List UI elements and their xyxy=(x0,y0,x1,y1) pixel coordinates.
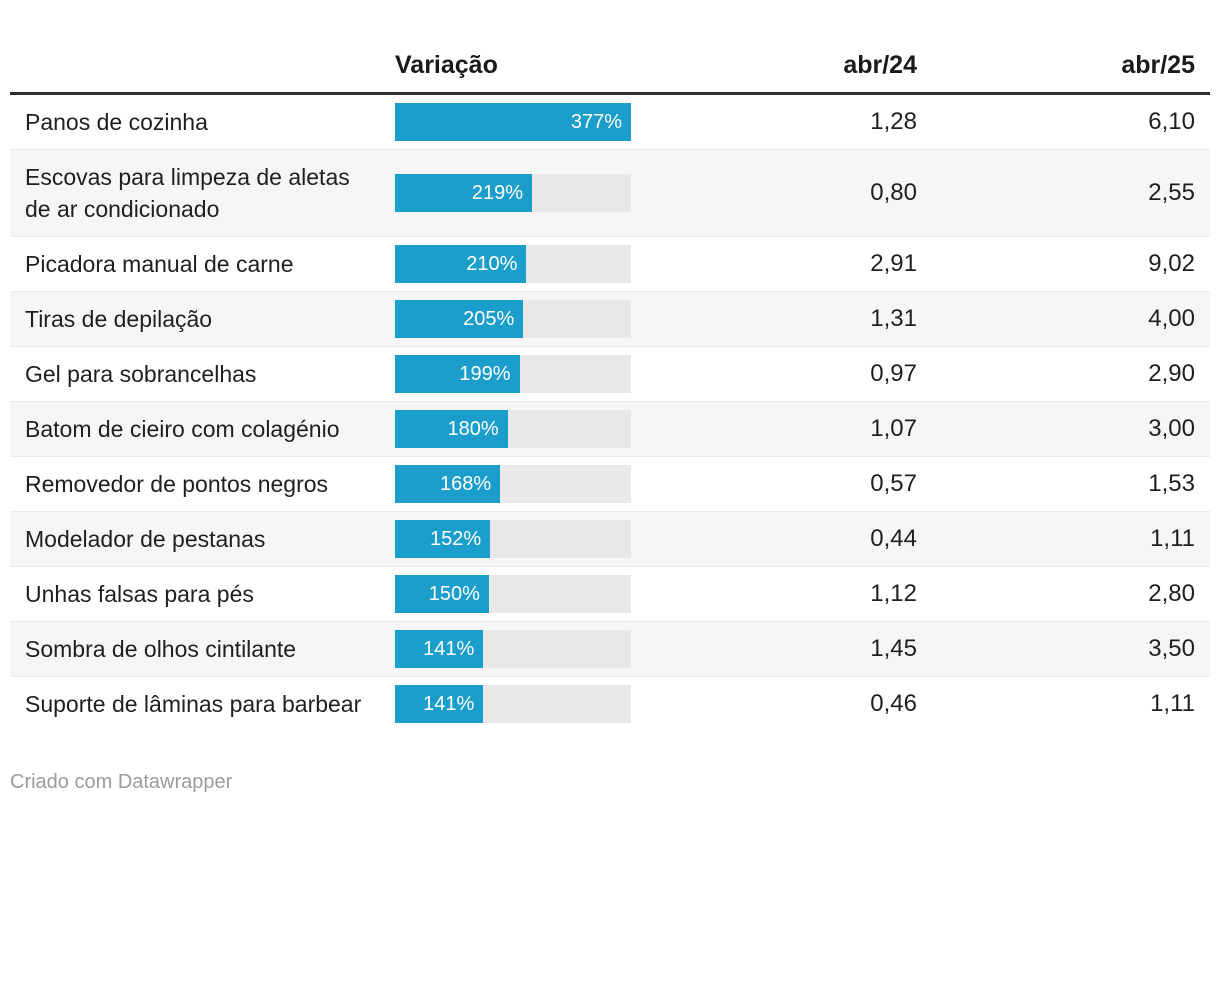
abr24-value: 0,97 xyxy=(870,360,917,387)
bar-fill: 150% xyxy=(395,575,489,613)
product-name: Sombra de olhos cintilante xyxy=(25,636,297,662)
abr24-value: 0,80 xyxy=(870,179,917,206)
bar-fill: 168% xyxy=(395,465,501,503)
product-name: Batom de cieiro com colagénio xyxy=(25,416,340,442)
variation-bar-cell: 219% xyxy=(395,166,631,220)
abr24-value: 1,31 xyxy=(870,305,917,332)
bar-track: 205% xyxy=(395,300,631,338)
variation-bar-cell: 199% xyxy=(395,347,631,401)
abr25-value: 6,10 xyxy=(1148,108,1195,135)
product-name: Gel para sobrancelhas xyxy=(25,361,257,387)
table: Variação abr/24 abr/25 Panos de cozinha … xyxy=(10,0,1210,731)
table-row: Sombra de olhos cintilante 141% 1,45 3,5… xyxy=(10,621,1210,676)
table-row: Tiras de depilação 205% 1,31 4,00 xyxy=(10,291,1210,346)
table-row: Removedor de pontos negros 168% 0,57 1,5… xyxy=(10,456,1210,511)
bar-track: 150% xyxy=(395,575,631,613)
bar-percent-label: 219% xyxy=(471,181,524,204)
abr25-value: 2,55 xyxy=(1148,179,1195,206)
abr25-value: 2,90 xyxy=(1148,360,1195,387)
variation-bar-cell: 180% xyxy=(395,402,631,456)
variation-bar-cell: 152% xyxy=(395,512,631,566)
abr25-value: 3,50 xyxy=(1148,635,1195,662)
bar-track: 219% xyxy=(395,174,631,212)
bar-fill: 180% xyxy=(395,410,508,448)
bar-track: 377% xyxy=(395,103,631,141)
product-name: Escovas para limpeza de aletas de ar con… xyxy=(25,164,350,222)
table-row: Unhas falsas para pés 150% 1,12 2,80 xyxy=(10,566,1210,621)
bar-fill: 219% xyxy=(395,174,533,212)
table-row: Batom de cieiro com colagénio 180% 1,07 … xyxy=(10,401,1210,456)
bar-percent-label: 150% xyxy=(428,582,480,605)
abr25-value: 9,02 xyxy=(1148,250,1195,277)
bar-fill: 205% xyxy=(395,300,524,338)
bar-percent-label: 199% xyxy=(459,362,511,385)
abr24-value: 2,91 xyxy=(870,250,917,277)
abr24-value: 0,44 xyxy=(870,525,917,552)
bar-fill: 141% xyxy=(395,630,484,668)
variation-bar-cell: 141% xyxy=(395,622,631,676)
bar-fill: 152% xyxy=(395,520,491,558)
variation-bar-cell: 141% xyxy=(395,677,631,731)
bar-percent-label: 210% xyxy=(466,252,518,275)
table-row: Panos de cozinha 377% 1,28 6,10 xyxy=(10,95,1210,149)
table-row: Modelador de pestanas 152% 0,44 1,11 xyxy=(10,511,1210,566)
bar-track: 141% xyxy=(395,685,631,723)
bar-percent-label: 377% xyxy=(570,110,622,133)
table-row: Picadora manual de carne 210% 2,91 9,02 xyxy=(10,236,1210,291)
bar-track: 180% xyxy=(395,410,631,448)
bar-fill: 199% xyxy=(395,355,520,393)
abr24-value: 1,28 xyxy=(870,108,917,135)
bar-percent-label: 180% xyxy=(447,417,499,440)
bar-percent-label: 141% xyxy=(423,692,475,715)
bar-fill: 141% xyxy=(395,685,484,723)
abr24-value: 0,46 xyxy=(870,690,917,717)
abr25-value: 1,11 xyxy=(1150,690,1195,717)
product-name: Modelador de pestanas xyxy=(25,526,266,552)
abr25-value: 1,53 xyxy=(1148,470,1195,497)
product-name: Removedor de pontos negros xyxy=(25,471,329,497)
header-variation-column: Variação xyxy=(395,51,498,79)
table-body: Panos de cozinha 377% 1,28 6,10 Escovas … xyxy=(10,95,1210,731)
table-row: Suporte de lâminas para barbear 141% 0,4… xyxy=(10,676,1210,731)
product-name: Picadora manual de carne xyxy=(25,251,294,277)
bar-track: 168% xyxy=(395,465,631,503)
bar-percent-label: 152% xyxy=(429,527,482,550)
product-name: Suporte de lâminas para barbear xyxy=(25,691,362,717)
variation-bar-cell: 168% xyxy=(395,457,631,511)
abr25-value: 3,00 xyxy=(1148,415,1195,442)
product-name: Unhas falsas para pés xyxy=(25,581,254,607)
abr24-value: 1,45 xyxy=(870,635,917,662)
bar-percent-label: 168% xyxy=(440,472,492,495)
abr25-value: 1,11 xyxy=(1150,525,1195,552)
product-name: Tiras de depilação xyxy=(25,306,213,332)
abr24-value: 1,12 xyxy=(870,580,917,607)
variation-bar-cell: 205% xyxy=(395,292,631,346)
variation-bar-cell: 377% xyxy=(395,95,631,149)
table-row: Gel para sobrancelhas 199% 0,97 2,90 xyxy=(10,346,1210,401)
bar-track: 199% xyxy=(395,355,631,393)
header-abr24-column: abr/24 xyxy=(843,51,917,79)
bar-track: 141% xyxy=(395,630,631,668)
header-abr25-column: abr/25 xyxy=(1121,51,1195,79)
variation-bar-cell: 150% xyxy=(395,567,631,621)
product-name: Panos de cozinha xyxy=(25,109,208,135)
table-header-row: Variação abr/24 abr/25 xyxy=(10,0,1210,95)
bar-track: 210% xyxy=(395,245,631,283)
abr24-value: 0,57 xyxy=(870,470,917,497)
credit-line: Criado com Datawrapper xyxy=(10,771,233,793)
bar-fill: 377% xyxy=(395,103,631,141)
variation-bar-cell: 210% xyxy=(395,237,631,291)
abr25-value: 2,80 xyxy=(1148,580,1195,607)
bar-fill: 210% xyxy=(395,245,527,283)
abr25-value: 4,00 xyxy=(1148,305,1195,332)
bar-track: 152% xyxy=(395,520,631,558)
bar-percent-label: 205% xyxy=(463,307,515,330)
bar-percent-label: 141% xyxy=(423,637,475,660)
table-row: Escovas para limpeza de aletas de ar con… xyxy=(10,149,1210,236)
abr24-value: 1,07 xyxy=(870,415,917,442)
